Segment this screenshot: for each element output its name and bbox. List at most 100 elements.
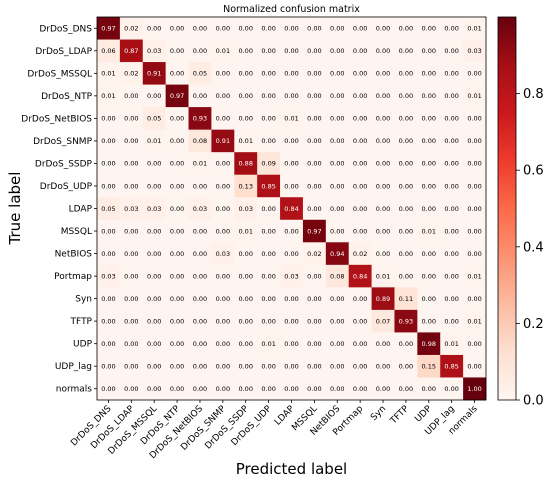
heatmap-cell bbox=[463, 332, 487, 356]
cell-value-label: 0.00 bbox=[170, 25, 184, 33]
cell-value-label: 0.00 bbox=[422, 25, 436, 33]
cell-value-label: 0.00 bbox=[261, 385, 275, 393]
cell-value-label: 0.00 bbox=[376, 250, 390, 258]
heatmap-cell bbox=[211, 62, 235, 85]
cell-value-label: 0.00 bbox=[147, 295, 161, 303]
heatmap-cell bbox=[280, 84, 304, 108]
cell-value-label: 0.00 bbox=[216, 385, 230, 393]
heatmap-cell bbox=[440, 377, 464, 401]
cell-value-label: 0.00 bbox=[170, 182, 184, 190]
heatmap-cell bbox=[119, 152, 144, 176]
heatmap-cell bbox=[165, 377, 189, 401]
cell-value-label: 0.00 bbox=[307, 340, 321, 348]
cell-value-label: 0.00 bbox=[399, 363, 413, 371]
heatmap-cell bbox=[119, 264, 144, 288]
heatmap-cell bbox=[142, 39, 167, 63]
heatmap-cell bbox=[97, 219, 121, 243]
cell-value-label: 0.00 bbox=[261, 47, 275, 55]
cell-value-label: 0.94 bbox=[330, 250, 344, 258]
cell-value-label: 0.00 bbox=[216, 92, 230, 100]
cell-value-label: 0.84 bbox=[284, 205, 298, 213]
cell-value-label: 0.00 bbox=[124, 92, 138, 100]
heatmap-cell bbox=[348, 84, 372, 108]
heatmap-cell bbox=[371, 264, 395, 288]
cell-value-label: 0.00 bbox=[307, 47, 321, 55]
heatmap-cell bbox=[463, 242, 487, 266]
cell-value-label: 0.00 bbox=[422, 295, 436, 303]
cell-value-label: 0.91 bbox=[147, 70, 161, 78]
cell-value-label: 0.00 bbox=[330, 115, 344, 123]
cell-value-label: 0.00 bbox=[422, 92, 436, 100]
heatmap-cell bbox=[211, 377, 235, 401]
heatmap-cell bbox=[188, 264, 212, 288]
heatmap-cell bbox=[417, 377, 441, 401]
heatmap-cell bbox=[211, 354, 235, 378]
cell-value-label: 1.00 bbox=[467, 385, 481, 393]
y-tick-label: DrDoS_UDP bbox=[40, 182, 93, 192]
heatmap-cell bbox=[142, 264, 167, 288]
cell-value-label: 0.00 bbox=[193, 340, 207, 348]
heatmap-cell bbox=[257, 39, 281, 63]
heatmap-cell bbox=[463, 39, 487, 63]
cell-value-label: 0.01 bbox=[467, 317, 481, 325]
cell-value-label: 0.00 bbox=[284, 47, 298, 55]
cell-value-label: 0.07 bbox=[376, 317, 390, 325]
heatmap-cell bbox=[440, 107, 464, 131]
cell-value-label: 0.01 bbox=[101, 70, 115, 78]
heatmap-cell bbox=[142, 152, 167, 176]
heatmap-cell bbox=[371, 39, 395, 63]
cell-value-label: 0.00 bbox=[124, 182, 138, 190]
heatmap-cell bbox=[257, 309, 281, 333]
heatmap-cell bbox=[257, 354, 281, 378]
heatmap-cell bbox=[119, 62, 144, 85]
heatmap-cell bbox=[142, 287, 167, 311]
cell-value-label: 0.00 bbox=[376, 115, 390, 123]
heatmap-cell bbox=[142, 377, 167, 401]
heatmap-cell bbox=[142, 332, 167, 356]
heatmap-cell bbox=[371, 287, 395, 311]
cell-value-label: 0.00 bbox=[124, 363, 138, 371]
y-tick-label: UDP_lag bbox=[55, 362, 92, 372]
heatmap-cell bbox=[417, 17, 441, 40]
heatmap-cell bbox=[211, 332, 235, 356]
cell-value-label: 0.01 bbox=[261, 340, 275, 348]
cell-value-label: 0.01 bbox=[101, 92, 115, 100]
heatmap-cell bbox=[394, 309, 418, 333]
heatmap-cell bbox=[463, 107, 487, 131]
cell-value-label: 0.00 bbox=[284, 227, 298, 235]
heatmap-cell bbox=[302, 107, 327, 131]
cell-value-label: 0.00 bbox=[376, 363, 390, 371]
cell-value-label: 0.00 bbox=[284, 317, 298, 325]
cell-value-label: 0.00 bbox=[422, 115, 436, 123]
cell-value-label: 0.00 bbox=[147, 250, 161, 258]
cell-value-label: 0.00 bbox=[124, 272, 138, 280]
heatmap-cell bbox=[119, 332, 144, 356]
heatmap-cell bbox=[188, 309, 212, 333]
cell-value-label: 0.00 bbox=[353, 182, 367, 190]
cell-value-label: 0.00 bbox=[444, 137, 458, 145]
cell-value-label: 0.00 bbox=[353, 70, 367, 78]
heatmap-cell bbox=[119, 309, 144, 333]
heatmap-cell bbox=[417, 332, 441, 356]
cell-value-label: 0.00 bbox=[330, 92, 344, 100]
heatmap-cell bbox=[463, 129, 487, 153]
heatmap-cell bbox=[463, 354, 487, 378]
cell-value-label: 0.03 bbox=[467, 47, 481, 55]
y-tick-label: DrDoS_LDAP bbox=[35, 47, 92, 57]
heatmap-cell bbox=[302, 84, 327, 108]
heatmap-cell bbox=[348, 174, 372, 198]
heatmap-cell bbox=[257, 287, 281, 311]
heatmap-cell bbox=[165, 309, 189, 333]
cell-value-label: 0.00 bbox=[353, 340, 367, 348]
heatmap-cell bbox=[234, 17, 258, 40]
cell-value-label: 0.00 bbox=[307, 160, 321, 168]
cell-value-label: 0.88 bbox=[238, 160, 252, 168]
cell-value-label: 0.03 bbox=[101, 272, 115, 280]
cell-value-label: 0.00 bbox=[399, 340, 413, 348]
heatmap-cell bbox=[119, 377, 144, 401]
cell-value-label: 0.93 bbox=[399, 317, 413, 325]
x-axis-title: Predicted label bbox=[236, 460, 347, 478]
cell-value-label: 0.00 bbox=[444, 227, 458, 235]
cell-value-label: 0.02 bbox=[124, 70, 138, 78]
